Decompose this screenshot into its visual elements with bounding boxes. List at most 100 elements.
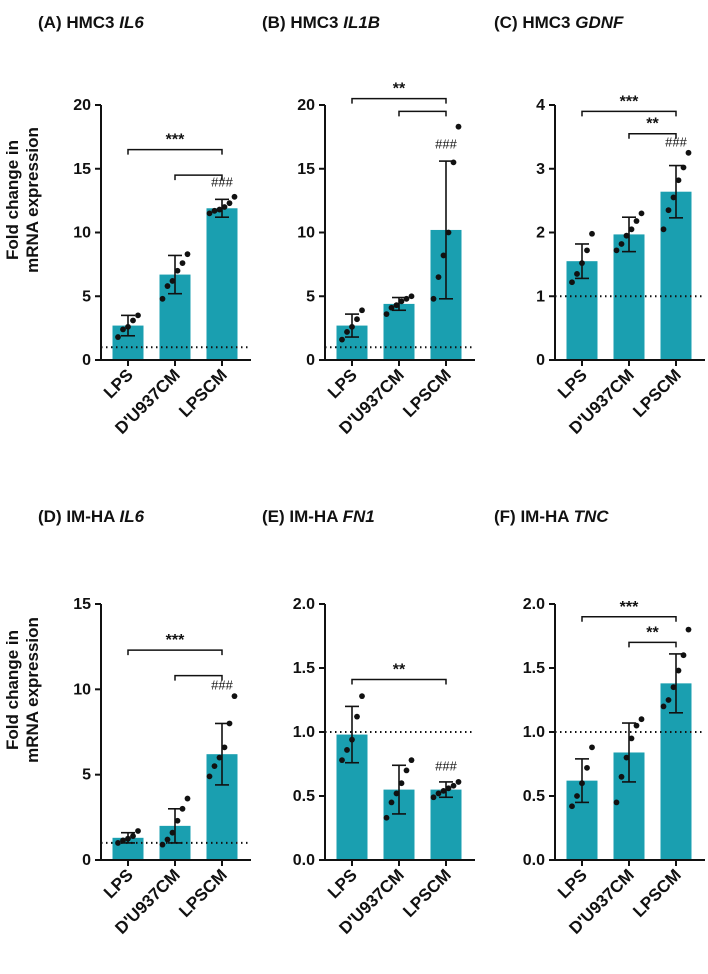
panel-title-prefix: HMC3 bbox=[66, 13, 119, 32]
data-point bbox=[660, 226, 667, 233]
x-category-label: LPS bbox=[324, 865, 361, 902]
panel-d: (D) IM-HA IL6051015LPSD'U937CMLPSCM***##… bbox=[38, 507, 251, 938]
y-tick-label: 10 bbox=[73, 681, 91, 698]
y-tick-label: 3 bbox=[536, 161, 545, 178]
y-tick-label: 4 bbox=[536, 97, 545, 114]
y-tick-label: 15 bbox=[73, 161, 91, 178]
panel-title: (A) HMC3 IL6 bbox=[38, 13, 144, 32]
data-point bbox=[344, 329, 350, 335]
panel-title: (C) HMC3 GDNF bbox=[494, 13, 624, 32]
data-point bbox=[388, 799, 395, 806]
data-point bbox=[445, 785, 452, 792]
data-point bbox=[164, 836, 171, 843]
data-point bbox=[174, 817, 181, 824]
panel-title: (B) HMC3 IL1B bbox=[262, 13, 380, 32]
significance-label: *** bbox=[166, 132, 185, 149]
data-point bbox=[115, 334, 121, 340]
bar-LPSCM bbox=[206, 208, 238, 360]
panel-title-prefix: HMC3 bbox=[290, 13, 343, 32]
data-point bbox=[349, 736, 355, 743]
data-point bbox=[393, 790, 400, 797]
y-tick-label: 1.5 bbox=[523, 660, 545, 677]
data-point bbox=[125, 323, 131, 330]
data-point bbox=[680, 164, 687, 171]
data-point bbox=[665, 207, 672, 214]
y-tick-label: 10 bbox=[73, 225, 91, 242]
significance-bracket bbox=[174, 674, 223, 681]
data-point bbox=[216, 754, 223, 761]
panel-gene: IL1B bbox=[343, 13, 380, 32]
hash-marker: ### bbox=[211, 175, 233, 190]
data-point bbox=[403, 767, 410, 774]
data-point bbox=[455, 779, 462, 785]
y-tick-label: 5 bbox=[82, 288, 91, 305]
y-tick-label: 1 bbox=[536, 288, 545, 305]
data-point bbox=[440, 252, 447, 259]
significance-bracket bbox=[398, 110, 447, 117]
significance-label: *** bbox=[166, 632, 185, 649]
data-point bbox=[670, 194, 677, 201]
x-category-label: LPS bbox=[554, 365, 591, 402]
data-point bbox=[430, 794, 437, 801]
data-point bbox=[398, 780, 405, 787]
data-point bbox=[383, 814, 390, 821]
data-point bbox=[445, 229, 452, 236]
data-point bbox=[130, 317, 136, 324]
panel-gene: GDNF bbox=[575, 13, 624, 32]
data-point bbox=[613, 247, 620, 254]
panel-title: (D) IM-HA IL6 bbox=[38, 507, 145, 526]
panel-label: (D) bbox=[38, 507, 66, 526]
data-point bbox=[179, 260, 186, 266]
data-point bbox=[685, 626, 692, 633]
data-point bbox=[638, 210, 645, 217]
significance-label: ** bbox=[646, 116, 659, 133]
data-point bbox=[618, 773, 625, 780]
data-point bbox=[221, 204, 228, 210]
panel-title-prefix: IM-HA bbox=[289, 507, 342, 526]
data-point bbox=[589, 230, 595, 237]
significance-bracket bbox=[127, 649, 223, 656]
data-point bbox=[184, 251, 191, 258]
data-point bbox=[159, 295, 166, 302]
panel-gene: IL6 bbox=[119, 13, 144, 32]
data-point bbox=[408, 293, 415, 300]
panel-title: (F) IM-HA TNC bbox=[494, 507, 609, 526]
data-point bbox=[574, 271, 580, 277]
hash-marker: ### bbox=[211, 677, 233, 692]
data-point bbox=[435, 790, 442, 797]
data-point bbox=[613, 799, 620, 806]
data-point bbox=[455, 123, 462, 130]
data-point bbox=[231, 693, 238, 700]
data-point bbox=[618, 241, 625, 247]
x-category-label: LPS bbox=[324, 365, 361, 402]
data-point bbox=[226, 720, 233, 727]
significance-bracket bbox=[628, 132, 677, 139]
data-point bbox=[589, 744, 595, 751]
significance-bracket bbox=[351, 97, 447, 104]
data-point bbox=[579, 260, 585, 266]
significance-bracket bbox=[581, 110, 677, 117]
data-point bbox=[670, 684, 677, 691]
x-category-label: LPSCM bbox=[629, 865, 685, 921]
x-category-label: LPS bbox=[100, 365, 137, 402]
significance-bracket bbox=[174, 174, 223, 181]
y-tick-label: 1.0 bbox=[293, 724, 315, 741]
x-category-label: LPS bbox=[100, 865, 137, 902]
data-point bbox=[660, 703, 667, 710]
x-category-label: LPSCM bbox=[175, 365, 231, 421]
panel-b: (B) HMC3 IL1B05101520LPSD'U937CMLPSCM**#… bbox=[262, 13, 475, 438]
y-tick-label: 2.0 bbox=[523, 596, 545, 613]
data-point bbox=[584, 247, 590, 254]
data-point bbox=[179, 805, 186, 812]
y-tick-label: 0.0 bbox=[293, 852, 315, 869]
data-point bbox=[633, 722, 640, 729]
y-tick-label: 1.5 bbox=[293, 660, 315, 677]
data-point bbox=[623, 232, 630, 239]
significance-label: *** bbox=[620, 93, 639, 110]
y-tick-label: 20 bbox=[73, 97, 91, 114]
data-point bbox=[231, 193, 238, 200]
data-point bbox=[221, 744, 228, 751]
x-category-label: LPSCM bbox=[629, 365, 685, 421]
y-tick-label: 0.5 bbox=[523, 788, 545, 805]
